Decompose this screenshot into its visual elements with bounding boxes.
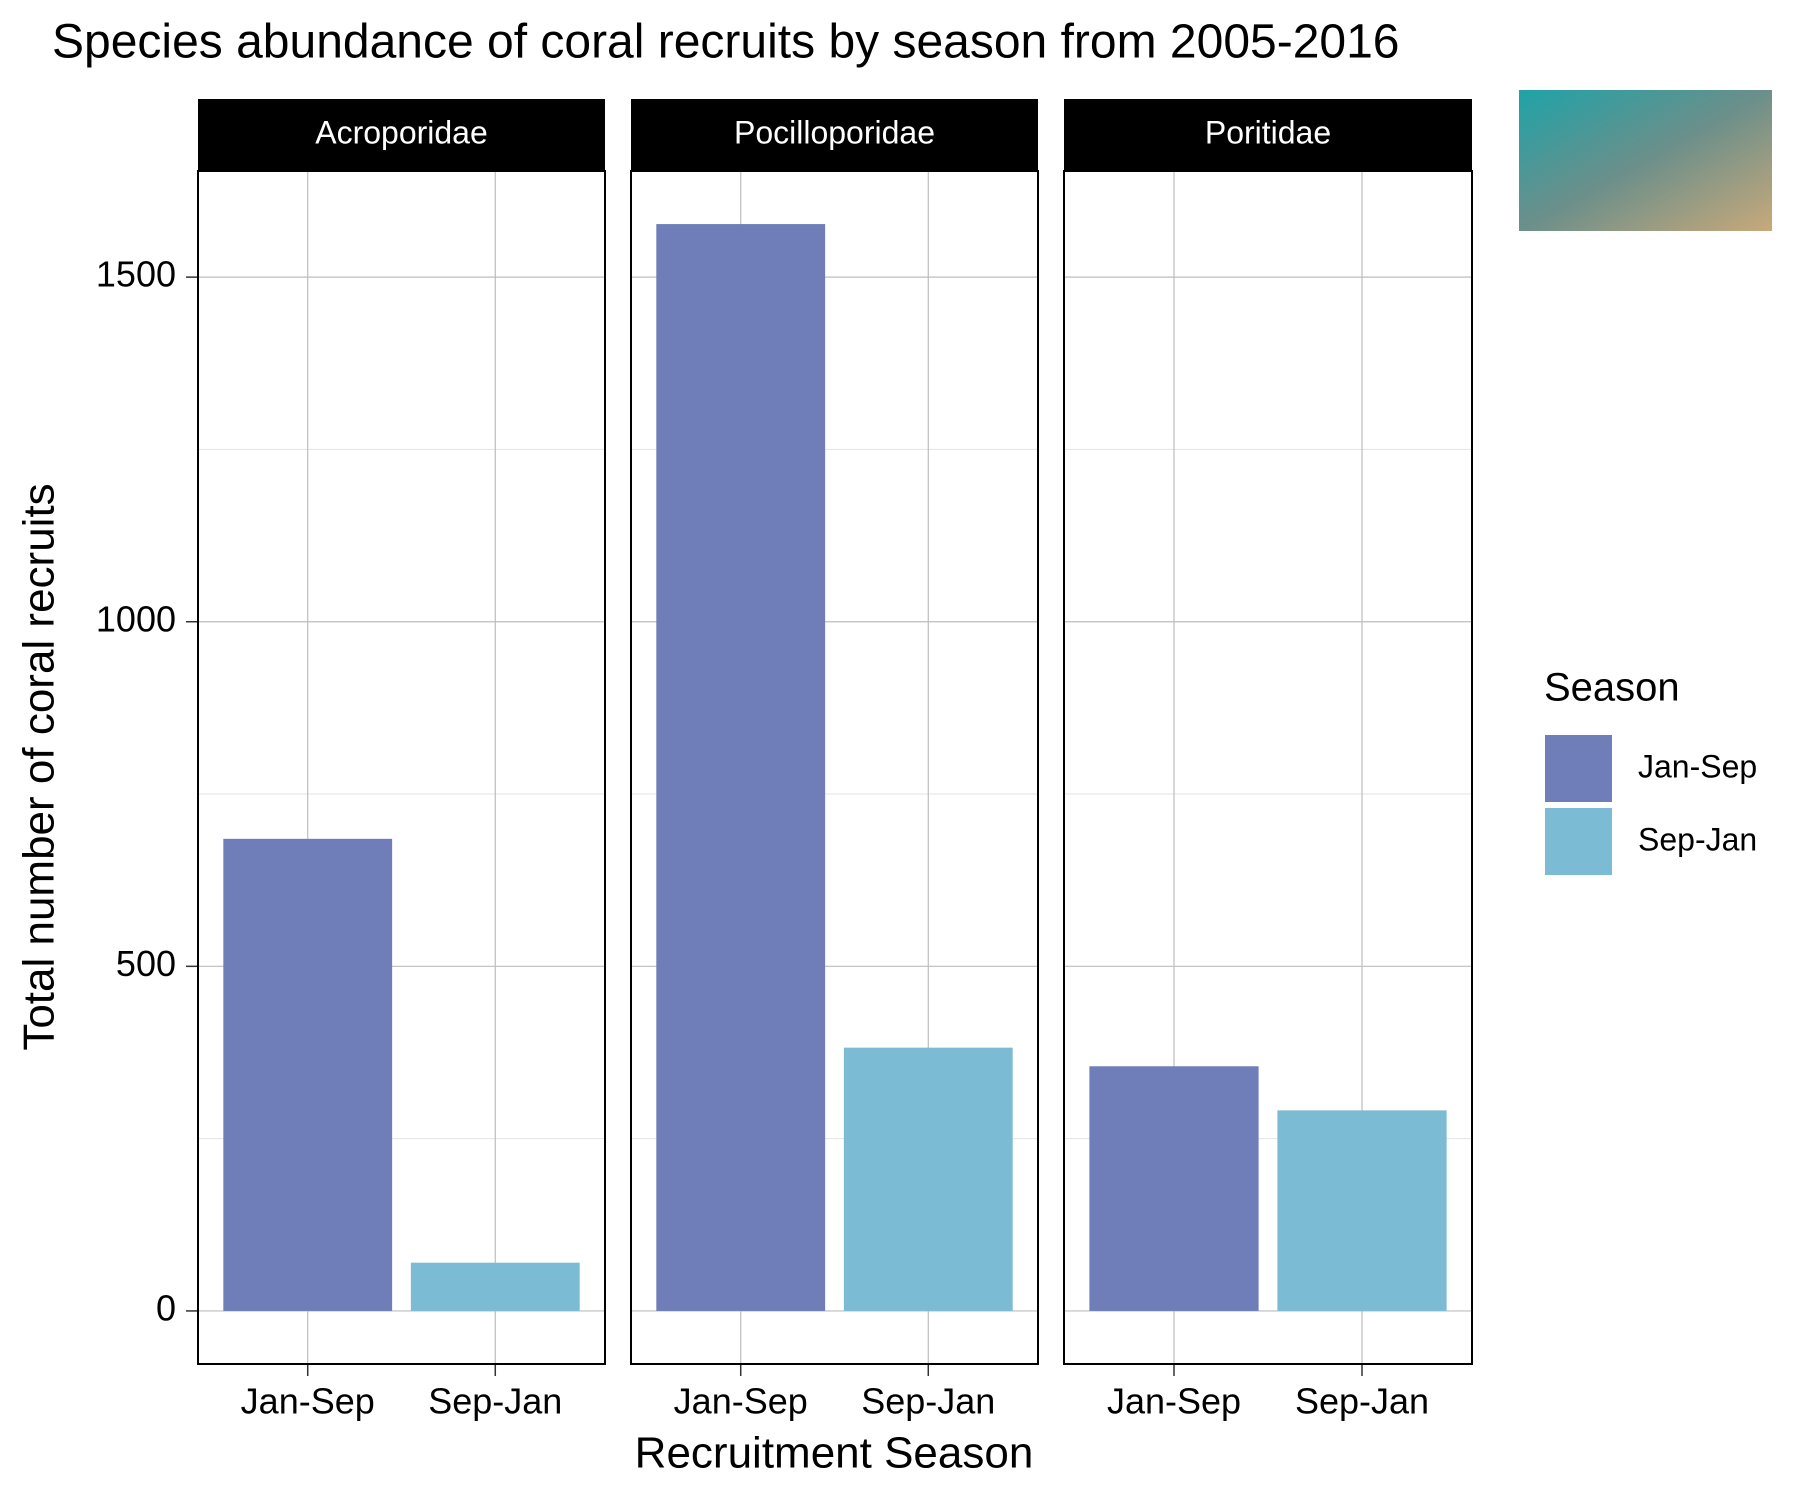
bar xyxy=(656,224,826,1311)
bar xyxy=(1277,1110,1447,1311)
bar xyxy=(843,1047,1013,1311)
legend-label: Jan-Sep xyxy=(1638,748,1757,784)
y-axis-label: Total number of coral recruits xyxy=(15,483,64,1050)
bar xyxy=(410,1262,580,1311)
x-tick-label: Jan-Sep xyxy=(674,1381,808,1422)
x-tick-label: Sep-Jan xyxy=(861,1381,995,1422)
x-tick-label: Sep-Jan xyxy=(1295,1381,1429,1422)
strip xyxy=(631,99,1038,171)
strip-label: Poritidae xyxy=(1205,114,1331,150)
y-tick-label: 500 xyxy=(116,943,176,984)
legend-key xyxy=(1545,735,1612,802)
strip-label: Pocilloporidae xyxy=(734,114,935,150)
y-tick-label: 1500 xyxy=(96,254,176,295)
x-tick-label: Jan-Sep xyxy=(1107,1381,1241,1422)
x-tick-label: Jan-Sep xyxy=(241,1381,375,1422)
legend-label: Sep-Jan xyxy=(1638,821,1757,857)
photo xyxy=(1519,90,1772,231)
y-tick-label: 0 xyxy=(156,1287,176,1328)
bar xyxy=(1089,1066,1259,1311)
strip xyxy=(1064,99,1472,171)
legend-key xyxy=(1545,808,1612,875)
bar xyxy=(223,838,393,1311)
x-tick-label: Sep-Jan xyxy=(428,1381,562,1422)
chart-title: Species abundance of coral recruits by s… xyxy=(52,16,1399,69)
strip-label: Acroporidae xyxy=(315,114,488,150)
x-axis-label: Recruitment Season xyxy=(635,1429,1034,1478)
legend-title: Season xyxy=(1544,666,1680,710)
strip xyxy=(198,99,605,171)
y-tick-label: 1000 xyxy=(96,598,176,639)
